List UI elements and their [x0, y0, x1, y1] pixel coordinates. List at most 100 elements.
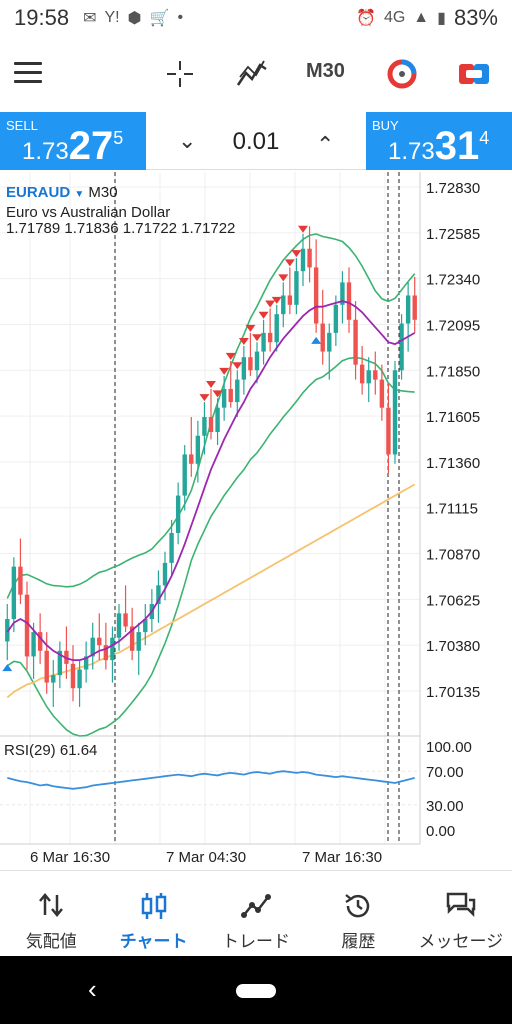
candle-body — [97, 637, 102, 646]
candle-body — [379, 379, 385, 408]
price-tick-label: 1.70135 — [426, 684, 480, 701]
candle-body — [162, 562, 168, 586]
candle-body — [353, 319, 358, 365]
alarm-icon: ⏰ — [356, 10, 376, 27]
candle-body — [44, 650, 49, 683]
lot-decrease-icon[interactable]: ⌄ — [178, 128, 197, 153]
candle-body — [189, 454, 194, 464]
candle-body — [241, 357, 247, 380]
candle-body — [103, 645, 109, 661]
lot-increase-icon[interactable]: ⌃ — [316, 132, 335, 157]
candle-body — [123, 613, 128, 627]
sell-price: 1.73 27 5 — [22, 124, 124, 168]
sell-marker — [298, 225, 308, 233]
sell-button[interactable]: SELL 1.73 27 5 — [0, 112, 146, 170]
timeframe-button[interactable]: M30 — [306, 60, 345, 82]
candle-body — [215, 407, 220, 432]
candle-body — [83, 656, 89, 670]
candle-body — [24, 594, 30, 657]
candle-body — [281, 295, 286, 315]
candle-body — [287, 295, 293, 305]
nav-quotes[interactable]: 気配値 — [0, 871, 102, 956]
battery-icon: ▮ — [437, 10, 446, 27]
messages-icon — [410, 891, 512, 921]
quotes-icon — [0, 891, 102, 921]
candle-body — [254, 351, 260, 371]
indicators-icon[interactable] — [234, 56, 270, 92]
price-tick-label: 1.72095 — [426, 317, 480, 334]
nav-history[interactable]: 履歴 — [307, 871, 409, 956]
price-chart[interactable]: 1.72830 1.72585 1.72340 1.72095 1.71850 1.716… — [0, 172, 512, 868]
candle-body — [359, 364, 365, 384]
time-tick-label: 6 Mar 16:30 — [30, 849, 110, 866]
sell-marker — [225, 352, 236, 360]
candle-body — [208, 417, 214, 432]
candle-body — [51, 675, 56, 683]
bottom-nav: 気配値 チャート トレード 履歴 メッセージ — [0, 870, 512, 956]
nav-chart[interactable]: チャート — [102, 871, 204, 956]
time-tick-label: 7 Mar 16:30 — [302, 849, 382, 866]
candle-body — [267, 332, 273, 343]
status-bar: 19:58 ✉ Y! ⬢ 🛒 • ⏰ 4G ▲ ▮ 83% — [0, 0, 512, 36]
candle-body — [182, 454, 187, 496]
candle-body — [228, 388, 233, 403]
candle-body — [195, 435, 201, 464]
rsi-tick-label: 70.00 — [426, 764, 464, 781]
candle-body — [129, 626, 135, 651]
home-pill[interactable] — [236, 984, 276, 998]
candle-body — [136, 632, 141, 651]
candle-body — [156, 585, 161, 605]
crosshair-icon[interactable] — [162, 56, 198, 92]
candle-body — [386, 407, 391, 455]
clock: 19:58 — [14, 5, 70, 30]
buy-button[interactable]: BUY 1.73 31 4 — [366, 112, 512, 170]
system-icons: ⏰ 4G ▲ ▮ 83% — [356, 5, 498, 31]
sell-marker — [219, 367, 230, 375]
candle-body — [320, 323, 325, 352]
candle-body — [307, 248, 312, 268]
symbol-label[interactable]: EURAUD ▼ M30 — [6, 184, 118, 201]
system-nav-bar: ‹ — [0, 956, 512, 1024]
chart-canvas[interactable]: 1.72830 1.72585 1.72340 1.72095 1.71850 1.716… — [0, 172, 512, 868]
candle-body — [313, 267, 319, 324]
nav-messages-label: メッセージ — [418, 932, 504, 951]
sell-marker — [271, 296, 282, 304]
speed-icon[interactable] — [384, 56, 420, 92]
buy-marker — [2, 664, 13, 672]
symbol-description: Euro vs Australian Dollar — [6, 204, 171, 221]
network-label: 4G — [383, 9, 406, 26]
cart-icon: 🛒 — [149, 10, 170, 27]
trade-icon[interactable] — [456, 56, 492, 92]
candle-body — [392, 370, 398, 455]
nav-trade[interactable]: トレード — [205, 871, 307, 956]
price-tick-label: 1.70380 — [426, 638, 480, 655]
candle-body — [57, 650, 63, 676]
candle-body — [366, 370, 371, 384]
history-icon — [307, 891, 409, 921]
lot-size-control: ⌄ 0.01 ⌃ — [146, 112, 366, 170]
sell-marker — [232, 362, 243, 370]
sell-marker — [212, 390, 223, 398]
dot-icon: • — [177, 9, 184, 26]
sell-marker — [252, 334, 262, 342]
nav-messages[interactable]: メッセージ — [410, 871, 512, 956]
menu-icon[interactable] — [14, 62, 42, 84]
buy-label: BUY — [372, 118, 399, 133]
candle-body — [169, 532, 174, 563]
price-tick-label: 1.71850 — [426, 363, 480, 380]
moving-average-fast — [6, 300, 416, 661]
back-icon[interactable]: ‹ — [88, 974, 97, 1004]
sell-marker — [245, 324, 256, 332]
candle-body — [274, 314, 279, 343]
sell-marker — [199, 394, 210, 402]
candle-body — [412, 295, 417, 320]
trade-nav-icon — [205, 891, 307, 921]
candle-body — [373, 370, 378, 380]
rsi-label: RSI(29) 61.64 — [4, 742, 98, 759]
price-tick-label: 1.70870 — [426, 547, 480, 564]
buy-price: 1.73 31 4 — [388, 124, 490, 168]
price-tick-label: 1.70625 — [426, 592, 480, 609]
lot-size-value[interactable]: 0.01 — [232, 128, 280, 155]
one-click-trading: SELL 1.73 27 5 ⌄ 0.01 ⌃ BUY 1.73 31 4 — [0, 112, 512, 170]
price-tick-label: 1.71360 — [426, 455, 480, 472]
